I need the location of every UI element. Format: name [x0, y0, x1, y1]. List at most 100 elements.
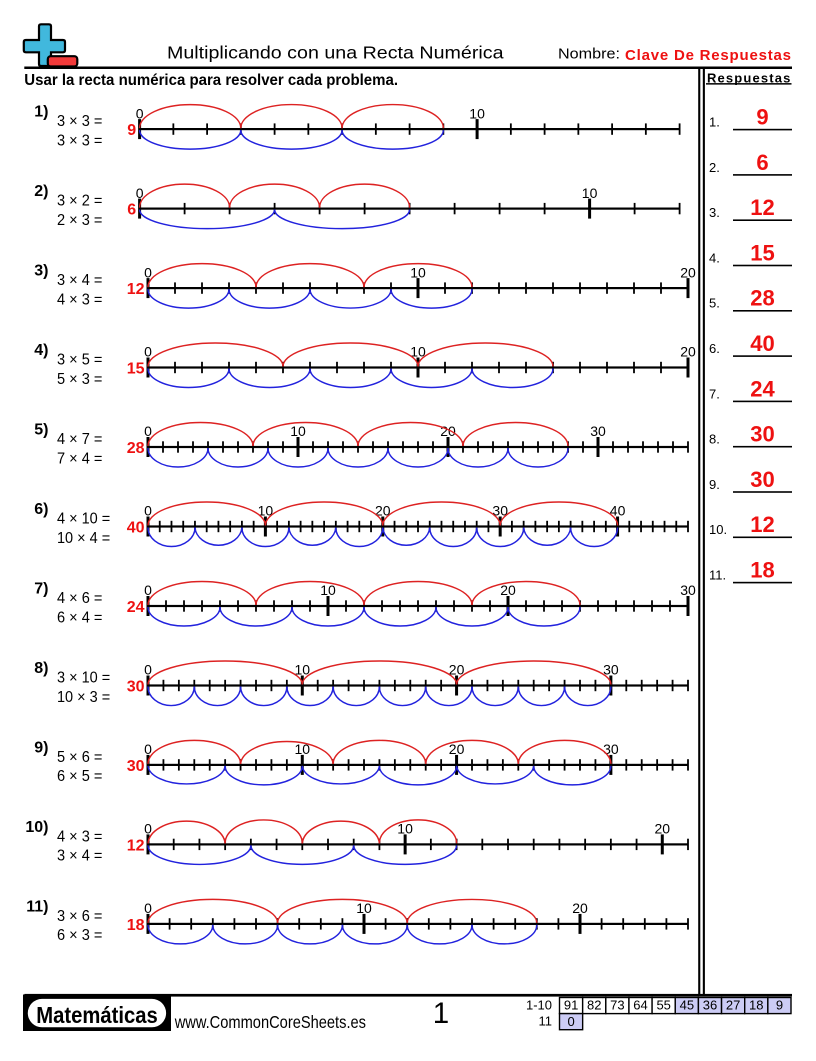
svg-text:10 × 4 =: 10 × 4 = [57, 530, 110, 547]
svg-text:10: 10 [356, 900, 372, 916]
svg-text:1-10: 1-10 [526, 998, 552, 1013]
svg-text:4 × 3 =: 4 × 3 = [57, 291, 102, 308]
svg-text:30: 30 [750, 467, 774, 492]
svg-text:10: 10 [320, 582, 336, 598]
svg-text:18: 18 [750, 558, 774, 583]
svg-text:Usar la recta numérica para re: Usar la recta numérica para resolver cad… [24, 72, 398, 89]
svg-text:40: 40 [127, 519, 145, 536]
svg-text:9: 9 [776, 998, 783, 1013]
svg-text:45: 45 [680, 998, 694, 1013]
svg-text:10: 10 [582, 185, 598, 201]
svg-text:3 × 10 =: 3 × 10 = [57, 669, 110, 686]
svg-text:20: 20 [572, 900, 588, 916]
svg-text:9: 9 [756, 105, 768, 130]
svg-text:24: 24 [127, 599, 145, 616]
svg-text:20: 20 [500, 582, 516, 598]
svg-text:30: 30 [603, 662, 619, 678]
svg-text:30: 30 [680, 582, 696, 598]
svg-text:11): 11) [26, 898, 48, 915]
svg-text:20: 20 [655, 821, 671, 837]
svg-text:10 × 3 =: 10 × 3 = [57, 689, 110, 706]
svg-text:Clave De Respuestas: Clave De Respuestas [625, 47, 791, 64]
svg-text:10: 10 [397, 821, 413, 837]
svg-text:0: 0 [144, 503, 152, 519]
svg-text:1: 1 [433, 997, 449, 1030]
svg-text:12: 12 [750, 512, 774, 537]
svg-text:0: 0 [144, 900, 152, 916]
svg-text:Multiplicando con una Recta Nu: Multiplicando con una Recta Numérica [167, 42, 504, 62]
svg-text:40: 40 [750, 331, 774, 356]
svg-text:27: 27 [726, 998, 740, 1013]
svg-text:30: 30 [590, 423, 606, 439]
svg-text:30: 30 [603, 741, 619, 757]
svg-text:2 × 3 =: 2 × 3 = [57, 212, 102, 229]
svg-text:30: 30 [492, 503, 508, 519]
svg-text:20: 20 [440, 423, 456, 439]
svg-text:6): 6) [34, 501, 48, 518]
svg-text:0: 0 [567, 1014, 574, 1029]
svg-text:64: 64 [633, 998, 647, 1013]
svg-text:18: 18 [127, 917, 145, 934]
svg-text:3 × 6 =: 3 × 6 = [57, 908, 102, 925]
svg-text:30: 30 [750, 422, 774, 447]
svg-text:0: 0 [144, 741, 152, 757]
svg-text:20: 20 [449, 741, 465, 757]
svg-text:6: 6 [756, 150, 768, 175]
svg-text:20: 20 [680, 344, 696, 360]
svg-text:12: 12 [750, 195, 774, 220]
svg-text:36: 36 [703, 998, 717, 1013]
svg-text:11.: 11. [709, 568, 726, 583]
svg-text:8.: 8. [709, 432, 720, 447]
svg-text:10): 10) [25, 819, 48, 836]
svg-text:Respuestas: Respuestas [707, 70, 791, 85]
svg-text:91: 91 [564, 998, 578, 1013]
svg-text:5 × 3 =: 5 × 3 = [57, 371, 102, 388]
svg-text:4): 4) [34, 342, 48, 359]
svg-text:10: 10 [290, 423, 306, 439]
svg-text:30: 30 [127, 678, 145, 695]
svg-text:4 × 10 =: 4 × 10 = [57, 510, 110, 527]
svg-text:6 × 3 =: 6 × 3 = [57, 927, 102, 944]
svg-text:55: 55 [656, 998, 670, 1013]
svg-text:0: 0 [144, 662, 152, 678]
svg-text:30: 30 [127, 758, 145, 775]
svg-text:73: 73 [610, 998, 624, 1013]
svg-text:Matemáticas: Matemáticas [36, 1002, 158, 1028]
svg-text:10.: 10. [709, 522, 727, 537]
svg-text:20: 20 [375, 503, 391, 519]
svg-text:6 × 4 =: 6 × 4 = [57, 609, 102, 626]
svg-text:28: 28 [750, 286, 774, 311]
svg-text:3 × 3 =: 3 × 3 = [57, 113, 102, 130]
svg-text:10: 10 [295, 741, 311, 757]
svg-text:3 × 4 =: 3 × 4 = [57, 848, 102, 865]
svg-text:12: 12 [127, 281, 145, 298]
svg-text:7.: 7. [709, 386, 720, 401]
svg-text:0: 0 [136, 185, 144, 201]
svg-text:6: 6 [127, 202, 136, 219]
svg-text:20: 20 [680, 264, 696, 280]
svg-text:Nombre:: Nombre: [558, 46, 620, 62]
svg-text:28: 28 [127, 440, 145, 457]
svg-text:10: 10 [469, 105, 485, 121]
svg-text:0: 0 [136, 105, 144, 121]
svg-text:0: 0 [144, 582, 152, 598]
svg-text:10: 10 [295, 662, 311, 678]
svg-text:20: 20 [449, 662, 465, 678]
svg-text:7): 7) [34, 581, 48, 598]
svg-text:6.: 6. [709, 341, 720, 356]
svg-text:18: 18 [749, 998, 763, 1013]
svg-text:9: 9 [127, 122, 136, 139]
svg-text:10: 10 [258, 503, 274, 519]
svg-text:3): 3) [34, 263, 48, 280]
svg-text:6 × 5 =: 6 × 5 = [57, 768, 102, 785]
svg-text:5.: 5. [709, 296, 720, 311]
svg-text:3 × 3 =: 3 × 3 = [57, 132, 102, 149]
svg-text:3 × 4 =: 3 × 4 = [57, 272, 102, 289]
svg-text:1): 1) [34, 104, 48, 121]
svg-text:9): 9) [34, 739, 48, 756]
svg-text:5): 5) [34, 422, 48, 439]
svg-text:2): 2) [34, 183, 48, 200]
svg-text:3 × 5 =: 3 × 5 = [57, 351, 102, 368]
svg-text:0: 0 [144, 344, 152, 360]
svg-text:5 × 6 =: 5 × 6 = [57, 749, 102, 766]
